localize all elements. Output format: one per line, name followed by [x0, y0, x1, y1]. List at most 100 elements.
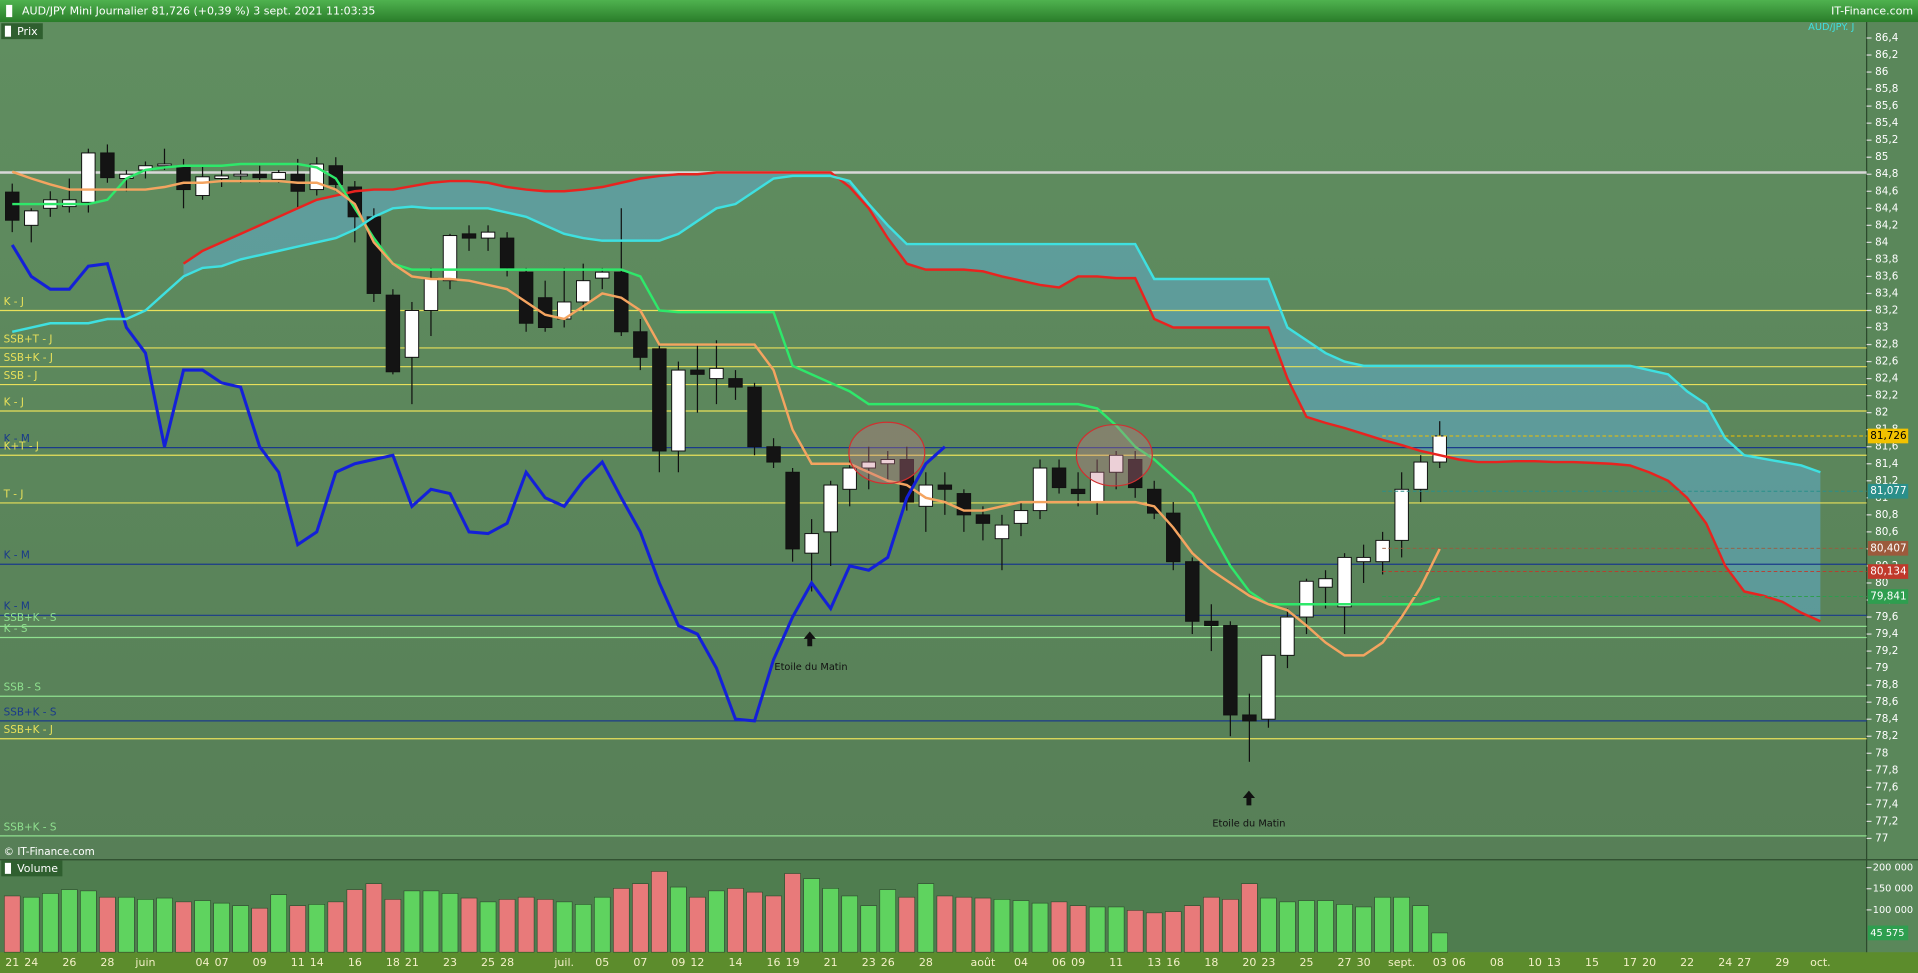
- level-label: K - M: [4, 433, 30, 445]
- y-tick-label: 77,2: [1875, 815, 1898, 827]
- x-tick-label: 06: [1052, 956, 1066, 969]
- y-tick-label: 79,6: [1875, 611, 1898, 623]
- y-tick-label: 85: [1875, 151, 1888, 163]
- volume-bar: [1069, 905, 1087, 953]
- level-label: SSB+K - S: [4, 821, 57, 833]
- price-tag: [1867, 540, 1909, 556]
- candle-body: [1204, 620, 1219, 627]
- x-tick-label: 30: [1357, 956, 1371, 969]
- candle-body: [461, 233, 477, 239]
- volume-bar: [479, 901, 497, 953]
- x-tick-label: 23: [1261, 956, 1275, 969]
- price-tag-label: 80,407: [1870, 542, 1906, 554]
- panel-tag: [1, 23, 43, 40]
- candle-body: [804, 533, 819, 554]
- overlay: Prix AUD/JPY. J © IT-Finance.com Volume …: [1, 22, 1854, 877]
- volume-bar: [1374, 896, 1391, 953]
- candle-body: [271, 172, 286, 180]
- volume-bar: [308, 904, 326, 953]
- symbol-label: AUD/JPY. J: [1808, 22, 1854, 33]
- y-tick-label: 85,6: [1875, 100, 1898, 112]
- price-tag: [1867, 589, 1909, 604]
- level-label: SSB+K - J: [4, 724, 53, 736]
- volume-bar: [137, 899, 154, 953]
- volume-bar: [327, 901, 345, 953]
- volume-bar: [403, 890, 421, 953]
- candle-body: [918, 484, 934, 507]
- volume-bar: [536, 899, 554, 953]
- x-tick-label: 14: [310, 956, 324, 969]
- volume-bar: [61, 889, 78, 953]
- y-tick-label: 100 000: [1873, 905, 1913, 916]
- highlight-ellipse: [1075, 424, 1153, 487]
- volume-bar: [1298, 900, 1315, 953]
- x-tick-label: 25: [1299, 956, 1313, 969]
- y-tick-label: 82,4: [1875, 373, 1899, 385]
- volume-bar: [632, 883, 649, 953]
- level-label: K - S: [4, 623, 28, 635]
- volume-bar: [1317, 900, 1334, 953]
- volume-bar: [156, 897, 173, 953]
- candle-body: [5, 191, 20, 221]
- candle-body: [1051, 467, 1067, 489]
- volume-bar: [270, 894, 287, 953]
- x-tick-label: juin: [134, 956, 155, 969]
- volume-bar: [1145, 912, 1163, 953]
- price-tag-label: 81,077: [1870, 485, 1906, 497]
- volume-bar: [441, 893, 459, 953]
- indicator-line: [11, 174, 1821, 474]
- y-tick-label: 200 000: [1873, 863, 1913, 874]
- candle-body: [1356, 556, 1371, 563]
- y-tick-label: 77,8: [1875, 764, 1898, 776]
- x-tick-label: 09: [253, 956, 267, 969]
- candle-body: [823, 484, 838, 533]
- volume-bar: [651, 871, 668, 953]
- candle-body: [195, 176, 210, 197]
- x-tick-label: 16: [348, 956, 362, 969]
- volume-bar: [1336, 904, 1353, 953]
- volume-bar: [822, 888, 839, 953]
- x-tick-label: 25: [481, 956, 495, 969]
- y-tick-label: 81,4: [1875, 458, 1899, 470]
- x-tick-label: 28: [500, 956, 514, 969]
- volume-bar: [727, 888, 744, 953]
- level-label: SSB - S: [4, 682, 42, 694]
- price-tag-label: 80,134: [1870, 566, 1907, 578]
- volume-bar: [765, 895, 782, 953]
- y-tick-label: 83,2: [1875, 304, 1898, 316]
- candle-body: [690, 369, 705, 375]
- header-site: IT-Finance.com: [1831, 5, 1913, 18]
- x-tick-label: 07: [633, 956, 647, 969]
- copyright: © IT-Finance.com: [4, 846, 95, 858]
- volume-bar: [555, 901, 573, 953]
- y-tick-label: 81,2: [1875, 475, 1898, 487]
- level-label: T - J: [3, 488, 24, 500]
- x-tick-label: 28: [919, 956, 933, 969]
- price-tag: [1867, 428, 1909, 444]
- volume-bar: [1279, 901, 1296, 953]
- candle-body: [1032, 467, 1048, 512]
- volume-bar: [955, 896, 973, 953]
- volume-tag: [1867, 925, 1909, 941]
- y-tick-label: 84: [1875, 236, 1889, 248]
- x-tick-label: 21: [405, 956, 419, 969]
- candle-body: [861, 461, 876, 469]
- volume-title: Volume: [17, 862, 58, 875]
- candle-body: [81, 152, 96, 203]
- x-tick-label: 11: [291, 956, 305, 969]
- volume-bar: [1241, 883, 1258, 953]
- candle-body: [442, 235, 458, 282]
- x-tick-label: 28: [100, 956, 114, 969]
- level-label: SSB+K - J: [4, 352, 53, 364]
- volume-bar: [422, 890, 440, 953]
- volume-bar: [1031, 902, 1049, 953]
- candle-body: [1013, 510, 1029, 524]
- volume-bar: [460, 897, 478, 953]
- candle-body: [1166, 512, 1181, 563]
- volume-bar: [1184, 905, 1201, 953]
- volume-bar: [1126, 910, 1144, 953]
- volume-bar: [898, 896, 916, 953]
- indicator-line: [12, 162, 1441, 606]
- highlight-ellipse: [848, 421, 926, 485]
- volume-bar: [1050, 901, 1068, 953]
